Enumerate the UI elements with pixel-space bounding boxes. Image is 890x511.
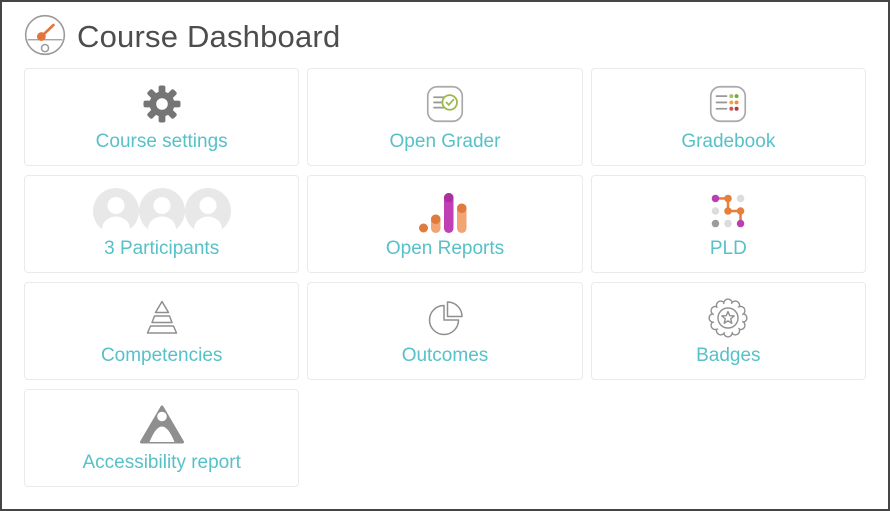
page-header: Course Dashboard — [2, 2, 888, 68]
participants-icon — [92, 184, 232, 238]
card-accessibility-report[interactable]: Accessibility report — [24, 389, 300, 487]
card-pld[interactable]: PLD — [590, 175, 866, 273]
avatar — [92, 188, 139, 234]
reports-bar-chart-icon — [416, 184, 474, 238]
card-label: Competencies — [100, 345, 223, 366]
grader-icon — [422, 77, 468, 131]
pie-chart-icon — [421, 291, 469, 345]
pyramid-icon — [138, 291, 186, 345]
dashboard-gauge-icon — [22, 12, 68, 63]
card-label: PLD — [709, 238, 747, 259]
pld-dot-grid-icon — [705, 184, 751, 238]
card-label: 3 Participants — [104, 238, 220, 259]
card-participants[interactable]: 3 Participants — [24, 175, 300, 273]
card-label: Accessibility report — [82, 452, 241, 473]
card-badges[interactable]: Badges — [590, 282, 866, 380]
avatar — [138, 188, 185, 234]
card-label: Open Grader — [389, 131, 501, 152]
card-open-reports[interactable]: Open Reports — [307, 175, 583, 273]
card-label: Badges — [696, 345, 761, 366]
card-label: Outcomes — [401, 345, 489, 366]
card-outcomes[interactable]: Outcomes — [307, 282, 583, 380]
card-label: Gradebook — [681, 131, 776, 152]
card-open-grader[interactable]: Open Grader — [307, 68, 583, 166]
accessibility-icon — [138, 398, 186, 452]
gradebook-icon — [705, 77, 751, 131]
card-gradebook[interactable]: Gradebook — [590, 68, 866, 166]
card-course-settings[interactable]: Course settings — [24, 68, 300, 166]
gear-icon — [140, 77, 184, 131]
card-label: Open Reports — [385, 238, 505, 259]
page-title: Course Dashboard — [77, 19, 341, 54]
badge-rosette-icon — [704, 291, 752, 345]
dashboard-grid: Course settings Open Grader — [2, 68, 888, 487]
card-label: Course settings — [95, 131, 228, 152]
avatar — [184, 188, 231, 234]
card-competencies[interactable]: Competencies — [24, 282, 300, 380]
